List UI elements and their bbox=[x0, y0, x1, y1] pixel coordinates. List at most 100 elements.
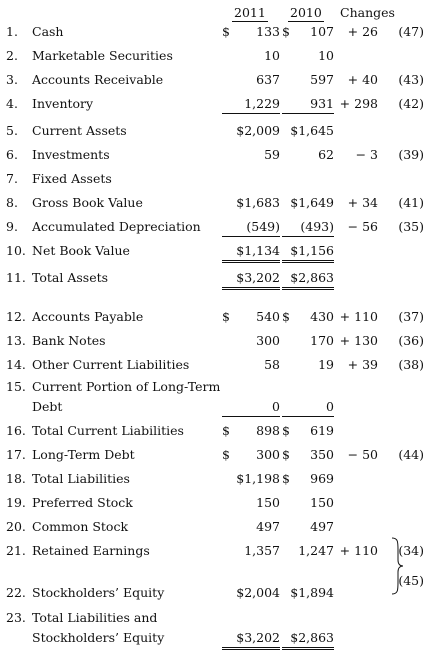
value-2011: $898 bbox=[222, 423, 280, 438]
table-row: 19. Preferred Stock 150 150 bbox=[0, 495, 430, 513]
header-underline-2011 bbox=[232, 21, 268, 22]
value-2010: 10 bbox=[318, 48, 334, 63]
table-row: 12. Accounts Payable $540 $430 +110 (37) bbox=[0, 309, 430, 327]
table-row: 14. Other Current Liabilities 58 19 +39 (38) bbox=[0, 357, 430, 375]
change-value: +39 bbox=[347, 357, 378, 372]
row-label: Investments bbox=[32, 147, 110, 162]
change-value: +298 bbox=[339, 96, 378, 111]
value-2010: $619 bbox=[282, 423, 334, 438]
row-label: Gross Book Value bbox=[32, 195, 143, 210]
row-number: 16. bbox=[6, 423, 26, 438]
row-number: 11. bbox=[6, 270, 26, 285]
value-2010: (493) bbox=[282, 219, 334, 237]
value-2011: 150 bbox=[256, 495, 280, 510]
value-2010: $969 bbox=[282, 471, 334, 486]
row-number: 7. bbox=[6, 171, 18, 186]
change-value: +110 bbox=[339, 543, 378, 558]
table-row: 1. Cash $133 $107 +26 (47) bbox=[0, 24, 430, 42]
value-2010: 497 bbox=[310, 519, 334, 534]
value-2011: 497 bbox=[256, 519, 280, 534]
value-2011: $133 bbox=[222, 24, 280, 39]
value-2010: 19 bbox=[318, 357, 334, 372]
table-row: 20. Common Stock 497 497 bbox=[0, 519, 430, 537]
change-value: +130 bbox=[339, 333, 378, 348]
row-label: Total Liabilities bbox=[32, 471, 130, 486]
value-2011: $3,202 bbox=[222, 270, 280, 290]
row-label: Inventory bbox=[32, 96, 94, 111]
value-2011: 1,229 bbox=[222, 96, 280, 114]
value-2010: $1,649 bbox=[290, 195, 334, 210]
row-number: 17. bbox=[6, 447, 26, 462]
change-value: +110 bbox=[339, 309, 378, 324]
value-2011: 300 bbox=[256, 333, 280, 348]
row-label: Long-Term Debt bbox=[32, 447, 135, 462]
table-row: 16. Total Current Liabilities $898 $619 bbox=[0, 423, 430, 441]
row-label: Cash bbox=[32, 24, 64, 39]
value-2011: $2,009 bbox=[236, 123, 280, 138]
reference-note: (37) bbox=[398, 309, 424, 324]
value-2011: 0 bbox=[222, 399, 280, 417]
row-label: Current Portion of Long-Term bbox=[32, 379, 221, 394]
value-2010: 931 bbox=[282, 96, 334, 114]
value-2010: 170 bbox=[310, 333, 334, 348]
value-2010: $350 bbox=[282, 447, 334, 462]
row-label: Fixed Assets bbox=[32, 171, 112, 186]
row-number: 14. bbox=[6, 357, 26, 372]
change-value: +40 bbox=[347, 72, 378, 87]
table-row: 10. Net Book Value $1,134 $1,156 bbox=[0, 243, 430, 263]
value-2011: $300 bbox=[222, 447, 280, 462]
reference-note: (47) bbox=[398, 24, 424, 39]
row-number: 9. bbox=[6, 219, 18, 234]
value-2011: 58 bbox=[264, 357, 280, 372]
row-number: 21. bbox=[6, 543, 26, 558]
table-row: 7. Fixed Assets bbox=[0, 171, 430, 189]
row-label: Current Assets bbox=[32, 123, 127, 138]
value-2011: $3,202 bbox=[222, 630, 280, 650]
value-2010: $1,894 bbox=[290, 585, 334, 600]
column-header-2010: 2010 bbox=[290, 5, 322, 20]
row-label: Accounts Payable bbox=[32, 309, 144, 324]
value-2010: 62 bbox=[318, 147, 334, 162]
value-2011: 637 bbox=[256, 72, 280, 87]
change-value: +34 bbox=[347, 195, 378, 210]
row-number: 15. bbox=[6, 379, 26, 394]
row-label: Bank Notes bbox=[32, 333, 106, 348]
row-label: Accumulated Depreciation bbox=[32, 219, 201, 234]
header-underline-2010 bbox=[288, 21, 324, 22]
table-row: 6. Investments 59 62 −3 (39) bbox=[0, 147, 430, 165]
row-label: Marketable Securities bbox=[32, 48, 173, 63]
change-value: −56 bbox=[347, 219, 378, 234]
value-2010: 1,247 bbox=[298, 543, 334, 558]
value-2011: $1,198 bbox=[236, 471, 280, 486]
row-number: 22. bbox=[6, 585, 26, 600]
row-number: 5. bbox=[6, 123, 18, 138]
table-row: 11. Total Assets $3,202 $2,863 bbox=[0, 270, 430, 290]
table-row: 22. Stockholders’ Equity $2,004 $1,894 bbox=[0, 585, 430, 603]
table-row: 13. Bank Notes 300 170 +130 (36) bbox=[0, 333, 430, 351]
column-header-2011: 2011 bbox=[234, 5, 266, 20]
row-number: 13. bbox=[6, 333, 26, 348]
change-value: −50 bbox=[347, 447, 378, 462]
value-2010: $2,863 bbox=[282, 270, 334, 290]
row-number: 6. bbox=[6, 147, 18, 162]
value-2010: $430 bbox=[282, 309, 334, 324]
row-label: Net Book Value bbox=[32, 243, 130, 258]
row-number: 18. bbox=[6, 471, 26, 486]
row-number: 3. bbox=[6, 72, 18, 87]
table-row: 23. Total Liabilities and Stockholders’ Eq… bbox=[0, 610, 430, 650]
value-2010: $1,645 bbox=[290, 123, 334, 138]
table-row: 2. Marketable Securities 10 10 bbox=[0, 48, 430, 66]
column-header-changes: Changes bbox=[340, 5, 395, 20]
table-row: 5. Current Assets $2,009 $1,645 bbox=[0, 123, 430, 141]
value-2010: $2,863 bbox=[282, 630, 334, 650]
value-2011: $1,134 bbox=[222, 243, 280, 263]
reference-note: (42) bbox=[398, 96, 424, 111]
row-label: Total Liabilities and bbox=[32, 610, 158, 625]
row-label: Total Current Liabilities bbox=[32, 423, 184, 438]
reference-note: (44) bbox=[398, 447, 424, 462]
value-2011: $540 bbox=[222, 309, 280, 324]
value-2011: 1,357 bbox=[244, 543, 280, 558]
reference-note: (41) bbox=[398, 195, 424, 210]
row-number: 23. bbox=[6, 610, 26, 625]
value-2010: $107 bbox=[282, 24, 334, 39]
